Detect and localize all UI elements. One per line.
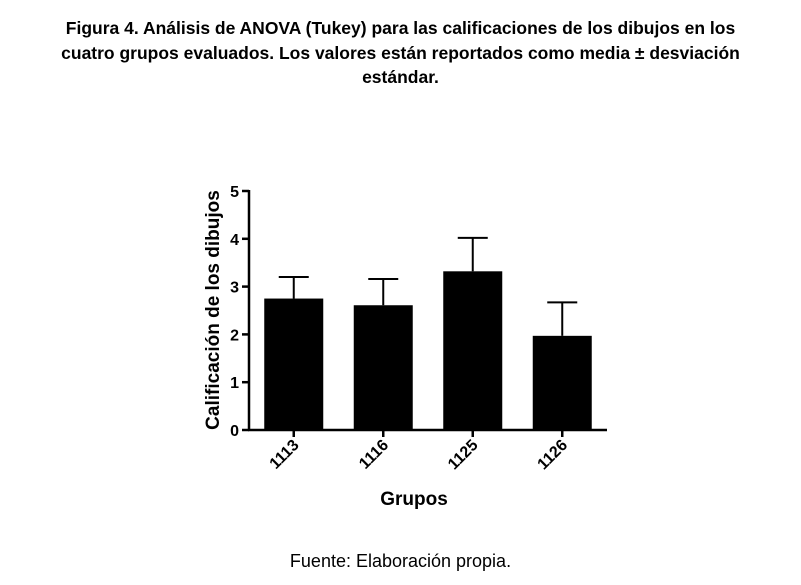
figure-caption: Figura 4. Análisis de ANOVA (Tukey) para… xyxy=(0,16,801,90)
bar xyxy=(353,305,413,430)
source-note: Fuente: Elaboración propia. xyxy=(289,551,512,571)
y-axis-ticks: 0 1 2 3 4 5 xyxy=(230,184,249,440)
caption-line-1: Figura 4. Análisis de ANOVA (Tukey) para… xyxy=(65,18,736,38)
bar xyxy=(264,298,324,430)
x-tick-label: 1126 xyxy=(535,437,572,474)
bar xyxy=(443,271,503,430)
x-axis-label: Grupos xyxy=(380,489,448,510)
y-tick-label: 4 xyxy=(230,232,239,249)
caption-line-2: cuatro grupos evaluados. Los valores est… xyxy=(61,42,740,63)
y-tick-label: 5 xyxy=(230,184,239,201)
x-axis-ticks: 1113 1116 1125 1126 xyxy=(267,430,572,474)
x-tick-label: 1125 xyxy=(445,437,482,474)
chart-error-bars xyxy=(278,236,578,336)
chart-bars xyxy=(264,271,592,430)
bar xyxy=(532,335,592,430)
y-tick-label: 0 xyxy=(230,423,239,440)
x-tick-label: 1116 xyxy=(356,437,392,473)
y-tick-label: 3 xyxy=(230,280,239,297)
y-axis-label: Calificación de los dibujos xyxy=(203,190,224,430)
y-tick-label: 2 xyxy=(230,327,239,344)
y-tick-label: 1 xyxy=(230,375,239,392)
caption-line-3: estándar. xyxy=(362,67,439,87)
x-tick-label: 1113 xyxy=(267,437,303,473)
